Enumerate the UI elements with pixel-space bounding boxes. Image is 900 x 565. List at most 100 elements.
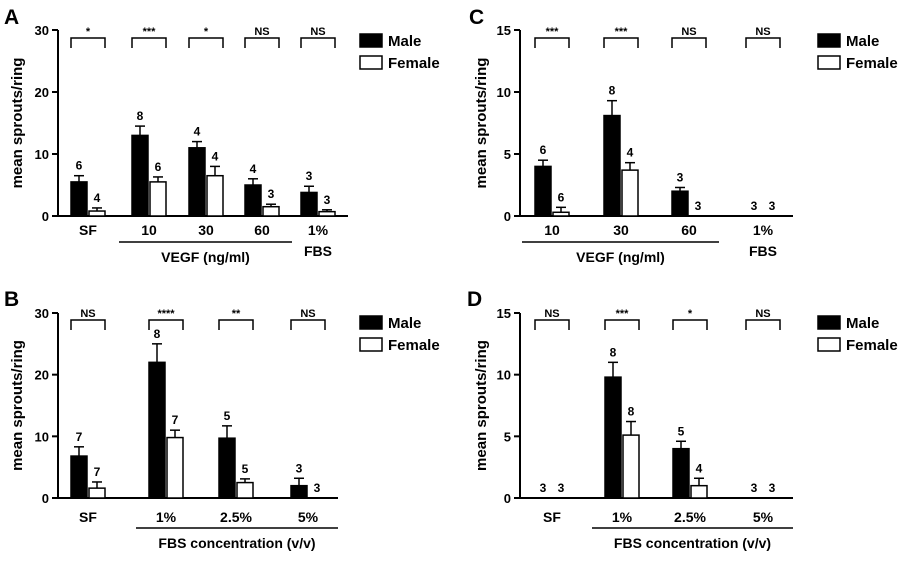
panel-letter: B (4, 288, 19, 311)
significance-label: * (204, 26, 209, 38)
significance-label: NS (755, 308, 770, 320)
sample-size-label: 8 (610, 345, 617, 359)
legend-label-male: Male (846, 33, 879, 50)
sample-size-label: 5 (224, 409, 231, 423)
sample-size-label: 3 (695, 199, 702, 213)
significance-bracket (672, 319, 708, 330)
female-bar (690, 484, 708, 499)
y-tick-label: 30 (35, 306, 49, 321)
significance-label: NS (80, 308, 95, 320)
x-group-label: FBS concentration (v/v) (158, 535, 315, 551)
y-tick-label: 10 (35, 147, 49, 162)
female-bar (318, 210, 336, 217)
x-category-label: 1% (156, 509, 177, 525)
significance-bracket (603, 37, 639, 48)
significance-label: NS (254, 26, 269, 38)
x-group-label: FBS concentration (v/v) (614, 535, 771, 551)
panel-letter: A (4, 6, 19, 29)
male-bar (604, 376, 622, 499)
male-bar (290, 484, 308, 499)
significance-bracket (290, 319, 326, 330)
x-category-label: 30 (613, 222, 629, 238)
legend-label-female: Female (388, 337, 440, 354)
y-tick-label: 10 (497, 368, 511, 383)
panel-letter: C (469, 6, 484, 29)
sample-size-label: 4 (212, 149, 219, 163)
x-category-label: 2.5% (674, 509, 706, 525)
x-category-label: 5% (298, 509, 319, 525)
significance-bracket (70, 319, 106, 330)
female-bar (206, 174, 224, 217)
significance-bracket (300, 37, 336, 48)
male-bar (534, 165, 552, 217)
x-category-label: 10 (141, 222, 157, 238)
sample-size-label: 3 (677, 170, 684, 184)
significance-label: NS (544, 308, 559, 320)
sample-size-label: 3 (769, 481, 776, 495)
y-axis-label: mean sprouts/ring (473, 340, 490, 471)
sample-size-label: 4 (627, 146, 634, 160)
sample-size-label: 3 (296, 461, 303, 475)
sample-size-label: 3 (324, 193, 331, 207)
female-bar (236, 481, 254, 499)
significance-bracket (745, 37, 781, 48)
y-axis-label: mean sprouts/ring (473, 58, 490, 189)
sample-size-label: 7 (76, 430, 83, 444)
y-tick-label: 15 (497, 23, 511, 38)
male-bar (671, 190, 689, 217)
legend-swatch-male (359, 315, 383, 330)
significance-label: *** (143, 26, 157, 38)
x-category-label: 1% (753, 222, 774, 238)
legend-label-male: Male (388, 315, 421, 332)
female-bar (166, 436, 184, 499)
significance-label: NS (681, 26, 696, 38)
legend-swatch-male (817, 315, 841, 330)
female-bar (552, 211, 570, 217)
sample-size-label: 7 (94, 465, 101, 479)
x-category-label-line2: FBS (304, 243, 332, 259)
sample-size-label: 4 (696, 461, 703, 475)
sample-size-label: 3 (769, 199, 776, 213)
female-bar (88, 210, 106, 217)
y-axis-label: mean sprouts/ring (9, 58, 26, 189)
significance-label: **** (157, 308, 175, 320)
sample-size-label: 6 (155, 160, 162, 174)
sample-size-label: 8 (154, 327, 161, 341)
sample-size-label: 8 (137, 109, 144, 123)
x-category-label: SF (543, 509, 561, 525)
sample-size-label: 3 (751, 199, 758, 213)
sample-size-label: 4 (94, 191, 101, 205)
x-category-label: 30 (198, 222, 214, 238)
sample-size-label: 8 (628, 405, 635, 419)
y-tick-label: 0 (42, 209, 49, 224)
x-category-label: 1% (308, 222, 329, 238)
y-tick-label: 20 (35, 368, 49, 383)
x-category-label: 10 (544, 222, 560, 238)
significance-label: NS (755, 26, 770, 38)
legend-label-male: Male (846, 315, 879, 332)
y-tick-label: 10 (497, 85, 511, 100)
x-category-label: SF (79, 509, 97, 525)
significance-bracket (148, 319, 184, 330)
x-category-label-line2: FBS (749, 243, 777, 259)
legend-swatch-male (359, 33, 383, 48)
x-group-label: VEGF (ng/ml) (576, 249, 665, 265)
male-bar (603, 114, 621, 217)
sample-size-label: 5 (678, 424, 685, 438)
x-group-label: VEGF (ng/ml) (161, 249, 250, 265)
x-category-label: 5% (753, 509, 774, 525)
sample-size-label: 3 (558, 481, 565, 495)
x-category-label: 60 (254, 222, 270, 238)
male-bar (70, 181, 88, 217)
y-tick-label: 0 (504, 209, 511, 224)
significance-bracket (131, 37, 167, 48)
sample-size-label: 3 (314, 481, 321, 495)
female-bar (621, 169, 639, 217)
significance-bracket (188, 37, 224, 48)
legend-label-female: Female (846, 337, 898, 354)
significance-bracket (534, 319, 570, 330)
